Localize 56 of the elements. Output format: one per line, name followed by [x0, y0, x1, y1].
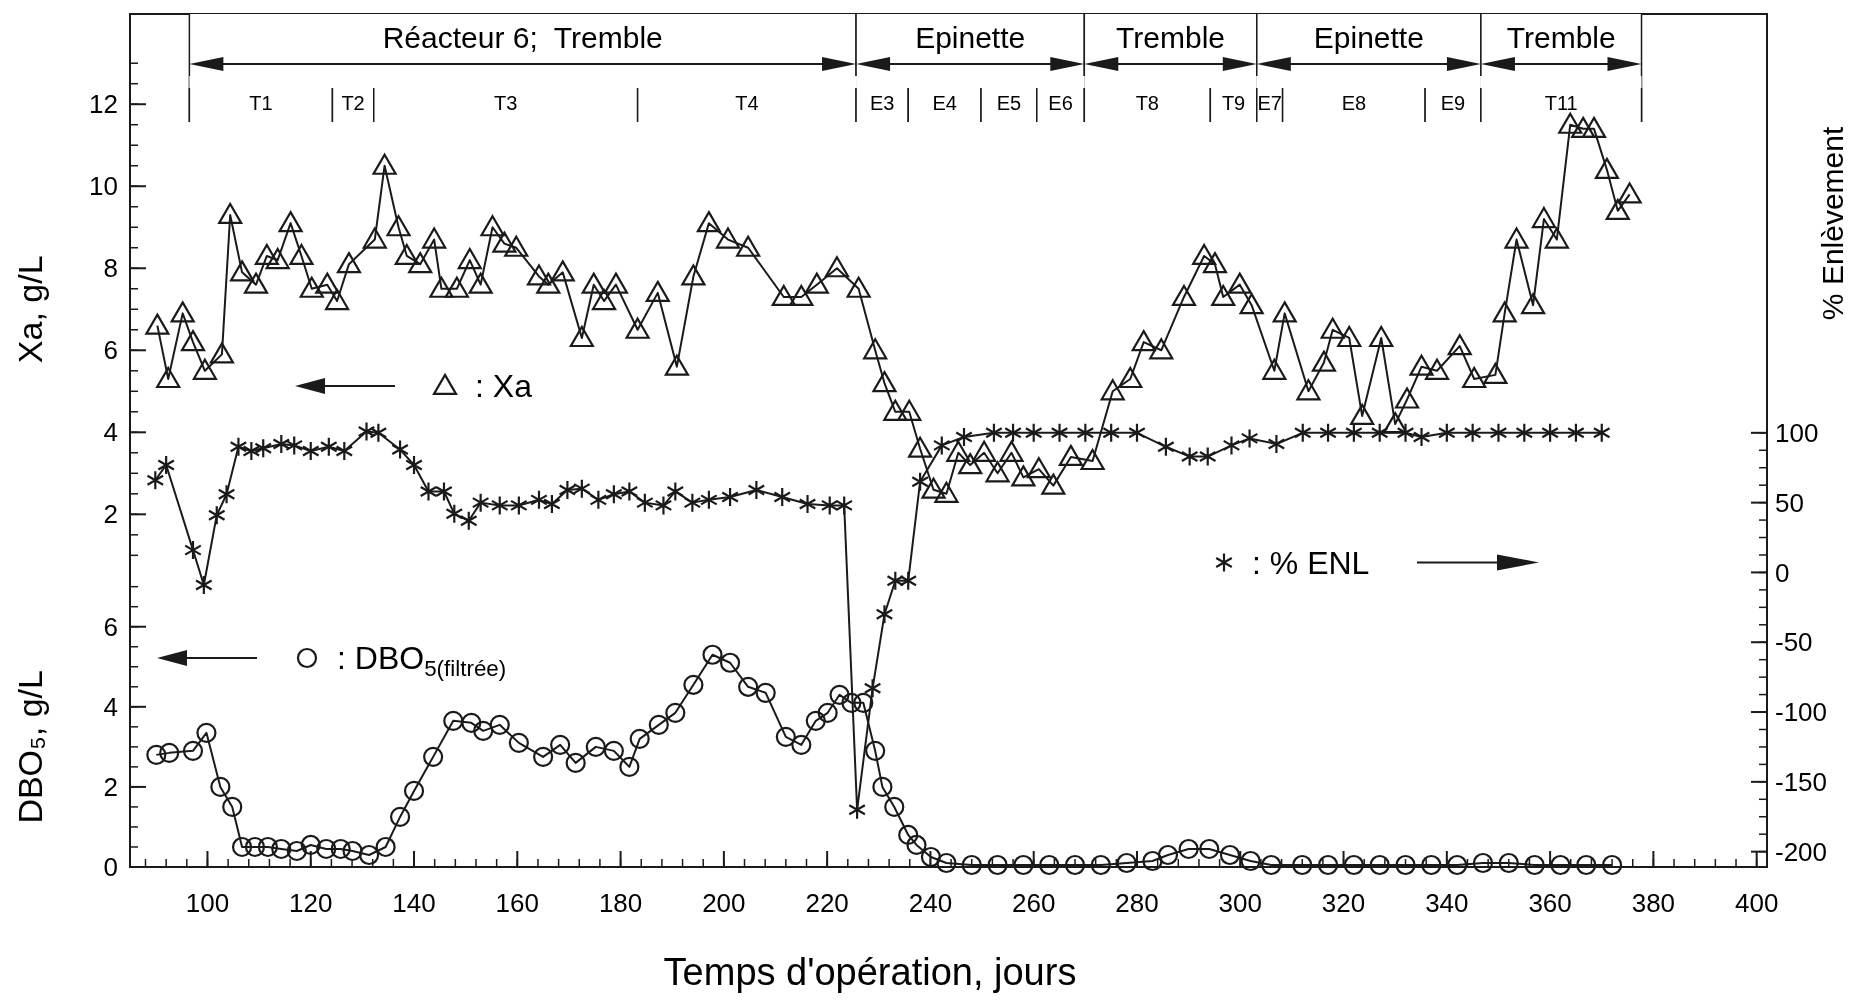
y-axis-title: Xa, g/L — [11, 255, 49, 364]
y2-tick-label: -200 — [1775, 836, 1828, 867]
y2-tick-label: 50 — [1775, 487, 1804, 518]
y-tick-label: 8 — [103, 253, 118, 284]
legend-label: : % ENL — [1252, 544, 1370, 581]
x-tick-label: 200 — [702, 888, 746, 918]
x-tick-label: 220 — [805, 888, 849, 918]
y2-tick-label: -150 — [1775, 766, 1828, 797]
band-label: T1 — [249, 92, 273, 114]
band-label: T2 — [341, 92, 365, 114]
band-label: E4 — [932, 92, 957, 114]
band-label: Epinette — [1313, 21, 1424, 54]
band-label: T4 — [735, 92, 759, 114]
band-label: Tremble — [1506, 21, 1616, 54]
y3-tick-label: 0 — [103, 852, 118, 883]
x-tick-label: 400 — [1734, 888, 1779, 918]
x-tick-label: 280 — [1115, 888, 1159, 918]
x-tick-label: 180 — [598, 888, 643, 918]
y-tick-label: 6 — [103, 335, 118, 366]
y2-tick-label: -50 — [1775, 627, 1813, 658]
x-tick-label: 320 — [1321, 888, 1366, 918]
band-label: T9 — [1221, 92, 1246, 114]
band-label: E5 — [996, 92, 1022, 114]
y2-tick-label: 100 — [1775, 417, 1819, 448]
x-tick-label: 360 — [1528, 888, 1572, 918]
y2-axis-title: % Enlèvement — [1816, 126, 1849, 321]
y-tick-label: 12 — [89, 89, 118, 120]
band-label: T3 — [494, 92, 518, 114]
x-tick-label: 260 — [1012, 888, 1056, 918]
x-tick-label: 140 — [392, 888, 436, 918]
band-label: E3 — [869, 92, 895, 114]
y2-tick-label: -100 — [1775, 697, 1828, 728]
band-label: Réacteur 6; Tremble — [382, 21, 663, 54]
x-tick-label: 240 — [908, 888, 953, 918]
y-tick-label: 10 — [89, 171, 118, 202]
x-tick-label: 340 — [1425, 888, 1469, 918]
x-axis-title: Temps d'opération, jours — [663, 951, 1077, 993]
x-tick-label: 120 — [289, 888, 333, 918]
y3-axis-title: DBO₅, g/L — [11, 670, 49, 824]
band-label: Epinette — [915, 21, 1026, 54]
band-label: T8 — [1135, 92, 1159, 114]
legend-label: : Xa — [475, 368, 533, 405]
y2-tick-label: 0 — [1775, 557, 1790, 588]
band-label: E6 — [1048, 92, 1073, 114]
x-tick-label: 380 — [1631, 888, 1676, 918]
band-label: E7 — [1257, 92, 1282, 114]
band-label: Tremble — [1116, 21, 1226, 54]
band-label: T11 — [1544, 92, 1578, 114]
band-label: E8 — [1341, 92, 1367, 114]
x-tick-label: 300 — [1218, 888, 1262, 918]
x-tick-label: 100 — [185, 888, 230, 918]
x-tick-label: 160 — [495, 888, 539, 918]
y-tick-label: 4 — [103, 417, 118, 448]
legend-label: : DBO$_{5(filtrée)}$ — [337, 640, 507, 681]
y-tick-label: 2 — [103, 499, 118, 530]
band-label: E9 — [1440, 92, 1466, 114]
